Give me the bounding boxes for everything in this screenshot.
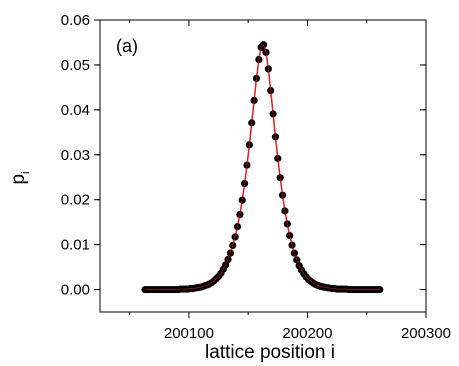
y-tick-label: 0.03 — [61, 147, 90, 164]
axes: 0.00 0.01 0.02 0.03 0.04 0.05 0.06 200100 200200… — [61, 12, 451, 342]
panel-label: (a) — [116, 36, 138, 56]
plot-frame — [99, 19, 427, 313]
fit-line — [145, 43, 380, 291]
y-tick-label: 0.00 — [61, 282, 90, 299]
y-axis-label: pi — [8, 171, 32, 184]
y-axis-label-sub: i — [20, 171, 32, 173]
x-tick-label: 200200 — [282, 325, 332, 342]
y-tick-label: 0.05 — [61, 57, 90, 74]
x-tick-label: 200100 — [164, 325, 214, 342]
plot-area — [141, 41, 384, 294]
x-tick-label: 200300 — [401, 325, 451, 342]
x-axis-label: lattice position i — [205, 342, 335, 363]
y-tick-label: 0.02 — [61, 192, 90, 209]
labels: (a) lattice position i pi — [8, 36, 335, 363]
y-tick-label: 0.06 — [61, 12, 90, 29]
fit-line-overlay — [145, 43, 380, 291]
y-tick-label: 0.04 — [61, 102, 90, 119]
y-tick-label: 0.01 — [61, 237, 90, 254]
y-axis-label-main: p — [8, 174, 29, 185]
